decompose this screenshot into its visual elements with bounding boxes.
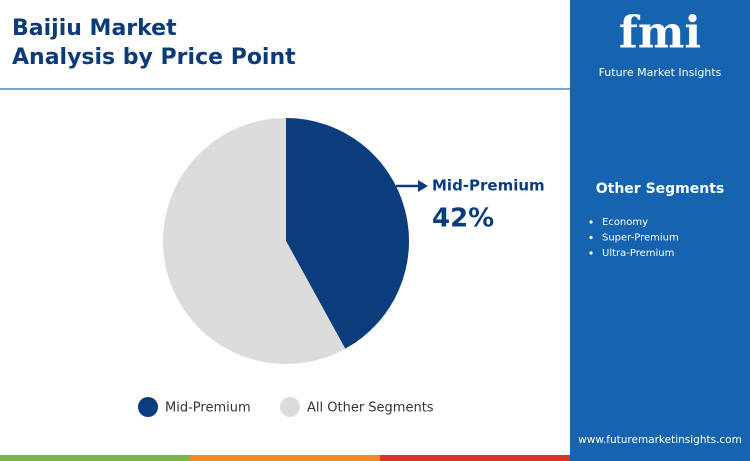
website-url: www.futuremarketinsights.com <box>578 434 742 446</box>
callout-arrowhead <box>418 180 428 192</box>
sidebar-title: Other Segments <box>596 181 725 197</box>
footer-bar <box>0 455 750 461</box>
legend-swatch <box>138 397 158 417</box>
callout-value: 42% <box>432 204 494 234</box>
pie-slice <box>162 118 346 364</box>
callout-category: Mid-Premium <box>432 177 545 195</box>
bullet <box>589 251 593 255</box>
bullet <box>589 235 593 240</box>
legend-label: All Other Segments <box>307 401 434 416</box>
brand-logo: fmi <box>619 8 701 59</box>
legend-label: Mid-Premium <box>165 401 251 416</box>
chart-title-line1: Baijiu Market <box>12 16 177 41</box>
sidebar-panel <box>570 0 750 461</box>
segment-item: Economy <box>602 217 648 228</box>
pie-slice <box>286 118 409 349</box>
segment-item: Ultra-Premium <box>602 248 674 259</box>
chart-title-line2: Analysis by Price Point <box>12 45 296 70</box>
brand-tagline: Future Market Insights <box>599 66 722 79</box>
segment-item: Super-Premium <box>602 233 679 244</box>
legend-swatch <box>280 397 300 417</box>
bullet <box>589 220 593 224</box>
